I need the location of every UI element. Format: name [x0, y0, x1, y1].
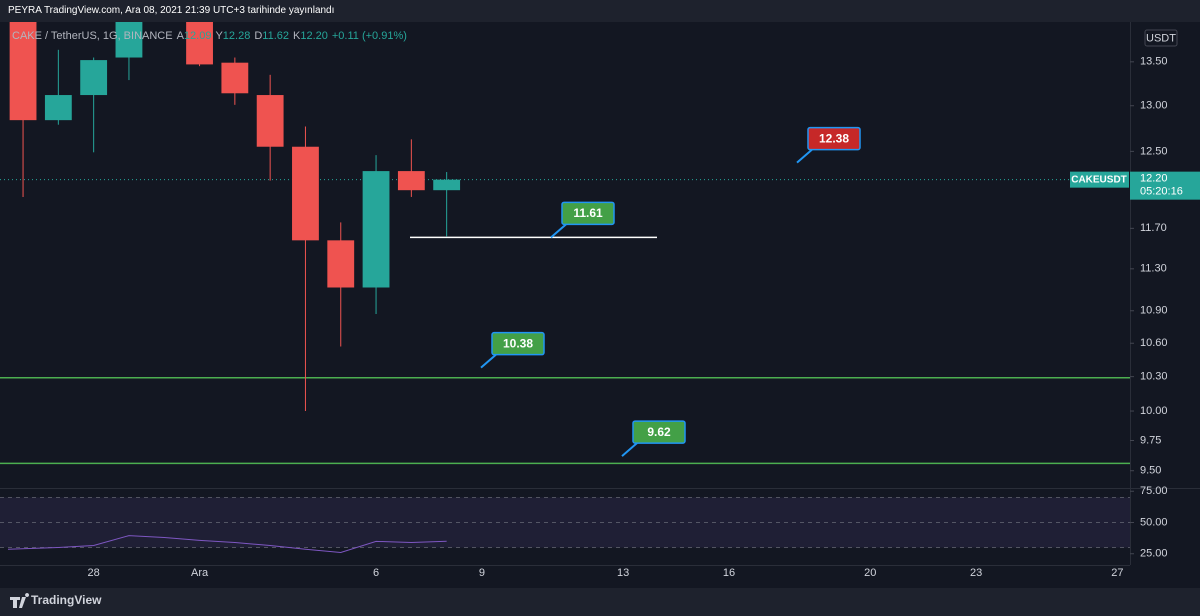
header-bar [0, 0, 1200, 22]
x-tick-label: 20 [864, 567, 876, 579]
brand: TradingView [31, 593, 102, 607]
ohlc-value: 12.28 [222, 30, 251, 42]
candle-body [397, 171, 425, 191]
candle-body [44, 95, 72, 121]
callout-pointer [796, 148, 813, 164]
ohlc-key: Y [215, 30, 223, 42]
y-tick-label: 12.50 [1140, 145, 1168, 157]
y-tick-label: 10.90 [1140, 305, 1168, 317]
candle-body [80, 60, 108, 96]
ohlc-item: K12.20 [293, 30, 328, 42]
x-tick-label: 16 [723, 567, 735, 579]
rsi-line [7, 535, 447, 554]
callout-text: 10.38 [503, 336, 533, 350]
ohlc-value: 12.20 [300, 30, 328, 42]
currency-box[interactable] [1144, 29, 1178, 47]
published-note: PEYRA TradingView.com, Ara 08, 2021 21:3… [8, 5, 335, 16]
y-tick-label: 9.75 [1140, 434, 1161, 446]
candle-body [115, 22, 143, 58]
candle-body [327, 240, 355, 288]
ohlc-key: K [293, 30, 301, 42]
x-tick-label: 23 [970, 567, 982, 579]
brand-logo [10, 593, 30, 608]
candle-body [9, 22, 37, 121]
footer-bar [0, 588, 1200, 616]
symbol-label: CAKEUSDT [1071, 174, 1127, 185]
callout-box [632, 420, 686, 444]
candle-body [256, 95, 284, 147]
y-tick-label: 9.50 [1140, 465, 1161, 477]
rsi-tick-label: 25.00 [1140, 548, 1168, 560]
x-tick-label: Ara [191, 567, 209, 579]
ohlc-item: Y12.28 [215, 30, 250, 42]
candle-body [186, 22, 213, 65]
callout-pointer [480, 353, 497, 369]
x-tick-label: 27 [1111, 567, 1123, 579]
x-tick-label: 9 [479, 567, 485, 579]
ohlc-key: D [254, 30, 263, 42]
ohlc-item: D11.62 [254, 30, 289, 42]
change: +0.11 (+0.91%) [331, 30, 407, 42]
countdown: 05:20:16 [1140, 186, 1183, 198]
last-price-box [1130, 171, 1200, 200]
callout-text: 12.38 [819, 131, 849, 145]
y-tick-label: 10.60 [1140, 337, 1168, 349]
y-tick-label: 13.50 [1140, 56, 1168, 68]
callout-box [561, 201, 615, 226]
callout-box [491, 331, 545, 356]
legend: CAKE / TetherUS, 1G, BINANCE A12.09 Y12.28… [12, 30, 407, 42]
y-tick-label: 13.00 [1140, 100, 1168, 112]
y-tick-label: 11.70 [1140, 222, 1167, 234]
candle-body [292, 146, 319, 241]
x-tick-label: 6 [373, 567, 379, 579]
y-tick-label: 10.00 [1140, 405, 1168, 417]
callout-text: 9.62 [647, 425, 671, 439]
last-price: 12.20 [1140, 173, 1168, 185]
ohlc-value: 12.09 [183, 30, 212, 42]
candle-body [221, 62, 249, 94]
candle-body [433, 179, 461, 191]
x-tick-label: 13 [617, 567, 629, 579]
candle-body [362, 171, 390, 288]
currency[interactable]: USDT [1146, 32, 1176, 44]
y-tick-label: 10.30 [1140, 371, 1168, 383]
rsi-tick-label: 50.00 [1140, 516, 1168, 528]
ohlc-key: A [176, 30, 184, 42]
symbol: CAKE / TetherUS, 1G, BINANCE [12, 30, 173, 42]
callout-pointer [550, 223, 567, 239]
ohlc-item: A12.09 [177, 30, 212, 42]
symbol-box [1070, 171, 1129, 188]
y-tick-label: 11.30 [1140, 263, 1167, 275]
ohlc-value: 11.62 [262, 30, 289, 42]
rsi-tick-label: 75.00 [1140, 485, 1168, 497]
callout-text: 11.61 [573, 206, 603, 220]
x-tick-label: 28 [88, 567, 100, 579]
main-pane [0, 22, 1130, 465]
callout-box [807, 126, 861, 151]
callout-pointer [621, 442, 638, 457]
